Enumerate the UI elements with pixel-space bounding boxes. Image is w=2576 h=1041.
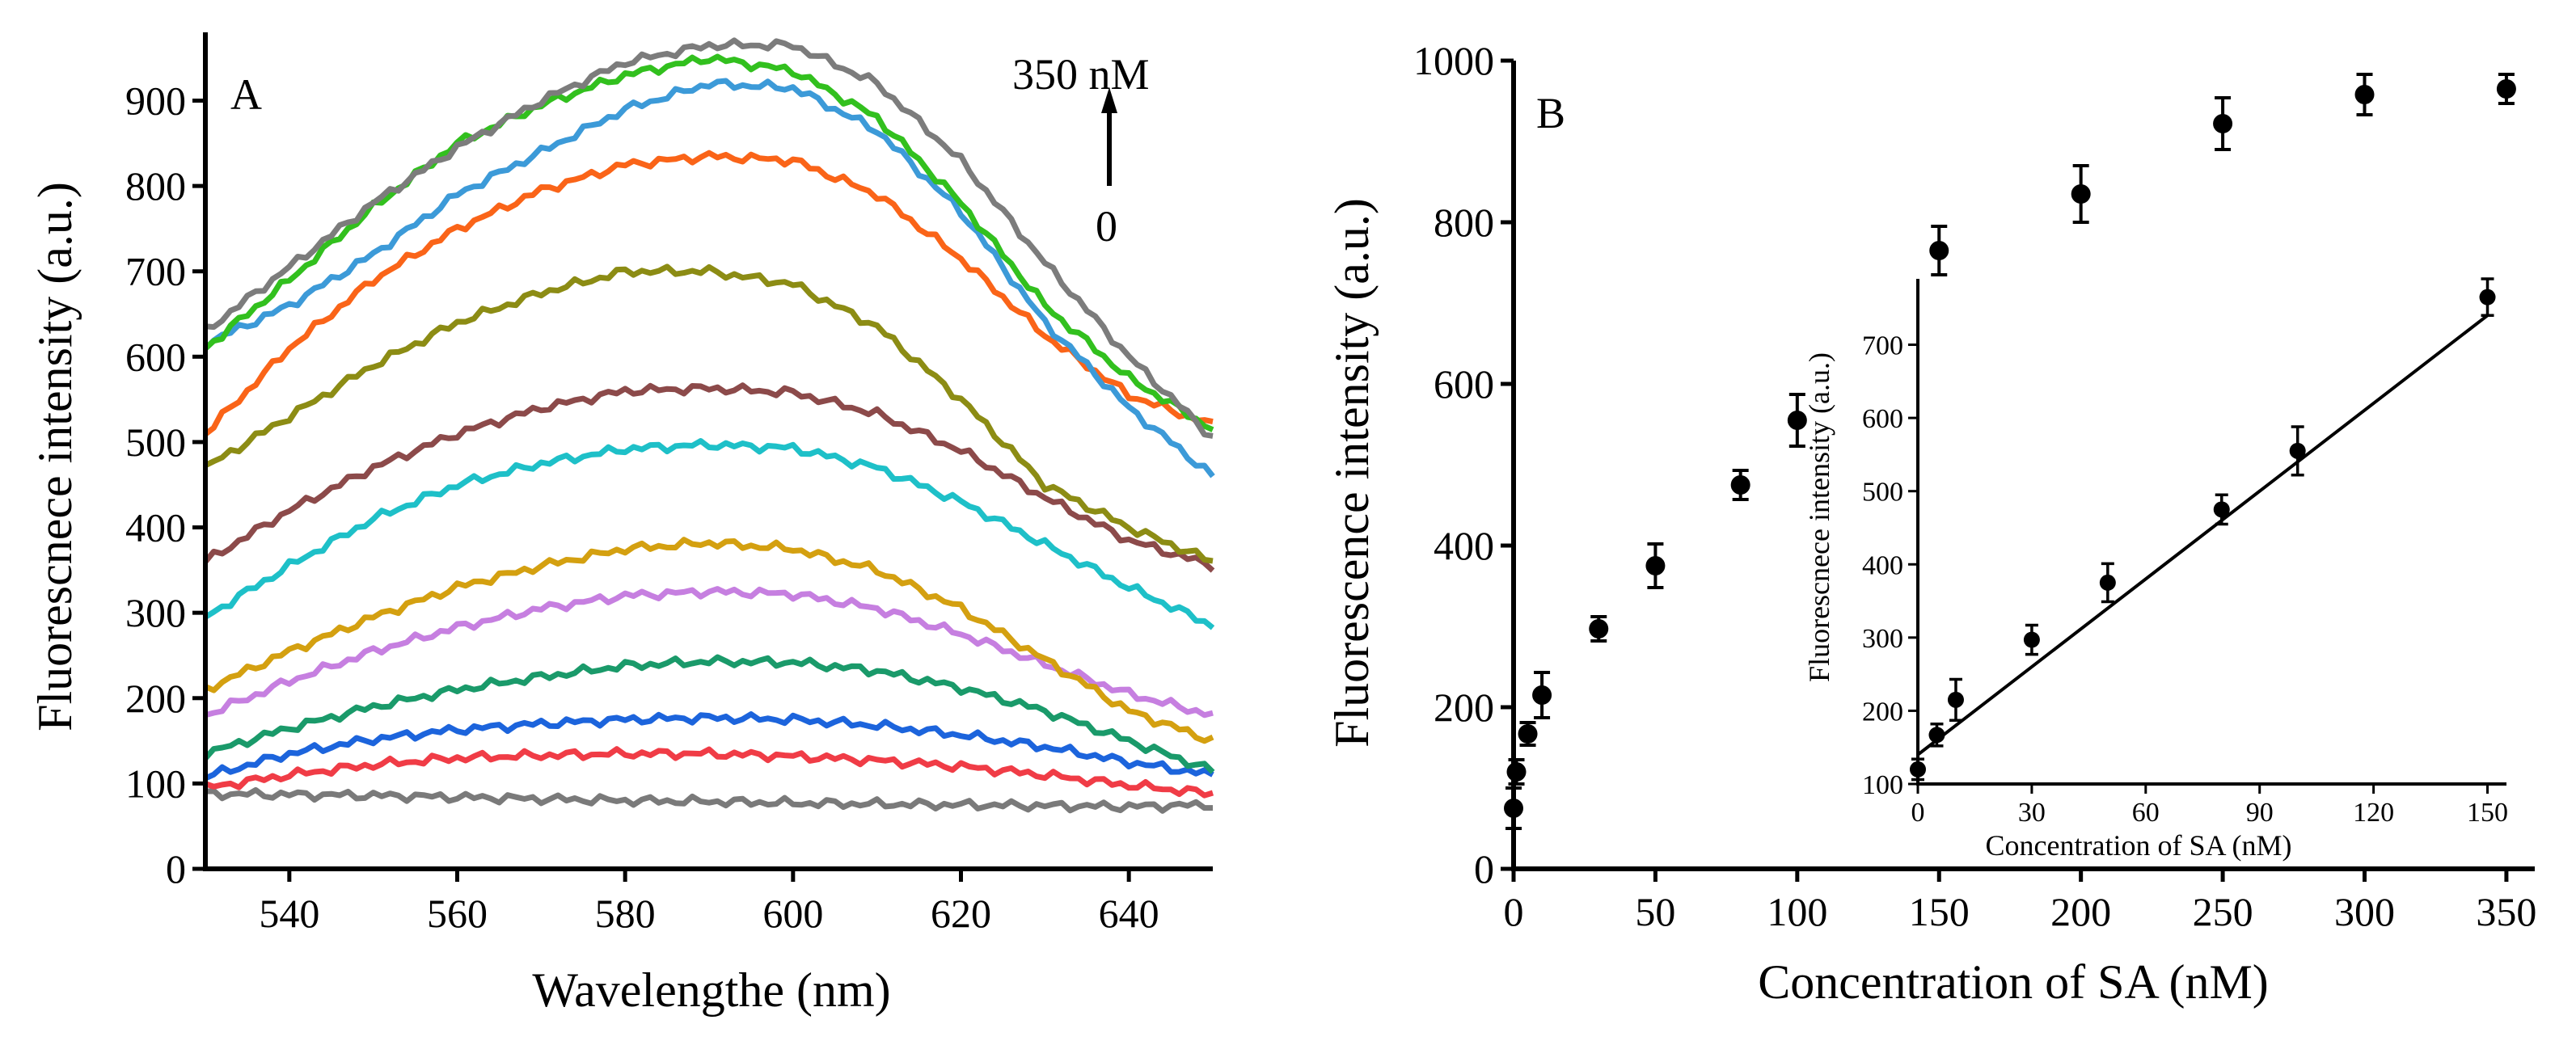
- spectrum-line-100-nM: [203, 382, 1215, 573]
- panel-b-data-point: [1645, 556, 1666, 575]
- arrow-top-label: 350 nM: [1012, 50, 1150, 99]
- inset-y-tick-label: 300: [1862, 624, 1903, 654]
- panel-b-x-tick-label: 0: [1504, 889, 1524, 934]
- panel-a-y-tick-label: 0: [166, 846, 186, 891]
- inset-y-tick-label: 100: [1862, 770, 1903, 800]
- panel-b-x-tick-label: 250: [2193, 889, 2253, 934]
- panel-a-y-tick-label: 300: [125, 590, 186, 635]
- spectrum-line-30-nM: [205, 586, 1214, 719]
- inset-data-point: [2023, 631, 2040, 648]
- panel-b-y-tick-label: 1000: [1413, 38, 1494, 83]
- spectrum-line-350-nM: [205, 37, 1214, 439]
- inset-x-tick-label: 150: [2467, 798, 2508, 828]
- inset-fit-line: [1916, 314, 2489, 757]
- concentration-arrow-head: [1101, 87, 1117, 113]
- inset-data-point: [1910, 761, 1926, 778]
- inset-y-tick-label: 700: [1862, 331, 1903, 361]
- panel-a-x-tick-label: 560: [427, 891, 488, 936]
- inset-y-tick-label: 200: [1862, 697, 1903, 727]
- inset-x-tick-label: 90: [2246, 798, 2274, 828]
- panel-a-y-tick-label: 800: [125, 163, 186, 209]
- panel-a-y-tick-label: 100: [125, 761, 186, 806]
- panel-b-data-point: [1518, 724, 1538, 744]
- inset-x-axis-title: Concentration of SA (nM): [1986, 829, 2292, 862]
- panel-b-data-point: [1730, 475, 1750, 495]
- panel-b-data-point: [1506, 762, 1527, 782]
- inset-x-tick-label: 120: [2353, 798, 2394, 828]
- panel-b-data-point: [1532, 685, 1552, 705]
- panel-b-x-tick-label: 300: [2334, 889, 2395, 934]
- inset-data-point: [1947, 691, 1964, 708]
- panel-b-x-axis-title: Concentration of SA (nM): [1758, 955, 2269, 1009]
- panel-b-y-axis-title: Fluorescence intensity (a.u.): [1325, 198, 1379, 748]
- panel-a-y-tick-label: 700: [125, 249, 186, 294]
- panel-a-y-axis-title: Fluorescnece intensity (a.u.): [28, 182, 82, 731]
- inset-y-axis-title: Fluorescnece intensity (a.u.): [1803, 352, 1835, 682]
- spectrum-line-200-nM: [203, 150, 1214, 437]
- panel-b-y-tick-label: 0: [1474, 846, 1494, 891]
- inset-plot-area: 100 200 300 400 500 600 700 0 30 60 90 120 150: [1862, 277, 2508, 828]
- panel-b-data-point: [2496, 79, 2516, 99]
- panel-b-data-point: [1787, 411, 1807, 430]
- panel-b-x-tick-label: 350: [2476, 889, 2536, 934]
- panel-b-y-tick-label: 800: [1434, 200, 1494, 245]
- panel-b-y-tick-label: 400: [1434, 523, 1494, 568]
- panel-a: 0 100 200 300 400 500 600 700 800 900 540 560 580 600…: [28, 32, 1215, 1017]
- panel-b-x-tick-label: 50: [1635, 889, 1675, 934]
- spectrum-line-5-nM: [204, 711, 1214, 782]
- spectrum-line-50-nM: [204, 537, 1214, 744]
- panel-a-x-tick-label: 620: [931, 891, 991, 936]
- inset-x-tick-label: 0: [1911, 798, 1925, 828]
- spectrum-line-150-nM: [204, 263, 1214, 564]
- panel-a-x-axis-title: Wavelengthe (nm): [532, 963, 890, 1017]
- spectrum-line-10-nM: [203, 654, 1215, 774]
- panel-b-x-tick-label: 100: [1767, 889, 1827, 934]
- panel-b-x-tick-label: 150: [1909, 889, 1970, 934]
- panel-b-y-tick-label: 200: [1434, 685, 1494, 730]
- inset-y-tick-label: 600: [1862, 404, 1903, 434]
- panel-b-data-point: [2354, 85, 2375, 104]
- inset-x-tick-label: 30: [2018, 798, 2046, 828]
- inset-data-point: [2289, 442, 2306, 459]
- panel-b-data-point: [2071, 184, 2091, 204]
- panel-b-x-tick-label: 200: [2050, 889, 2111, 934]
- inset-data-point: [2099, 574, 2116, 591]
- inset-x-tick-label: 60: [2132, 798, 2160, 828]
- panel-b-y-tick-label: 600: [1434, 361, 1494, 407]
- panel-a-y-tick-label: 200: [125, 676, 186, 721]
- panel-a-label: A: [230, 70, 262, 119]
- inset-y-tick-label: 400: [1862, 550, 1903, 580]
- inset-data-point: [2479, 289, 2496, 306]
- spectrum-line-80-nM: [204, 438, 1215, 630]
- inset-chart: 100 200 300 400 500 600 700 0 30 60 90 120 150 Conce…: [1803, 277, 2508, 862]
- panel-a-y-tick-label: 500: [125, 419, 186, 465]
- panel-b-data-point: [1589, 619, 1609, 639]
- inset-data-point: [2213, 501, 2230, 518]
- panel-a-y-tick-label: 400: [125, 505, 186, 550]
- panel-a-x-tick-label: 640: [1099, 891, 1159, 936]
- panel-a-y-tick-label: 600: [125, 334, 186, 379]
- panel-b-data-point: [2213, 114, 2233, 133]
- panel-a-x-tick-label: 600: [762, 891, 823, 936]
- spectrum-line-250-nM: [203, 78, 1215, 478]
- panel-a-plot-area: 0 100 200 300 400 500 600 700 800 900 540 560 580 600…: [125, 32, 1215, 936]
- inset-data-point: [1928, 727, 1945, 744]
- panel-a-y-tick-label: 900: [125, 78, 186, 123]
- panel-a-x-tick-label: 540: [259, 891, 319, 936]
- panel-a-x-tick-label: 580: [595, 891, 656, 936]
- panel-b-label: B: [1536, 89, 1565, 137]
- arrow-bottom-label: 0: [1096, 202, 1117, 251]
- spectrum-line-0-nM: [205, 786, 1213, 814]
- inset-y-tick-label: 500: [1862, 478, 1903, 508]
- spectrum-line-2-nM: [204, 746, 1214, 799]
- panel-b-data-point: [1929, 241, 1949, 260]
- panel-b-data-point: [1504, 799, 1523, 818]
